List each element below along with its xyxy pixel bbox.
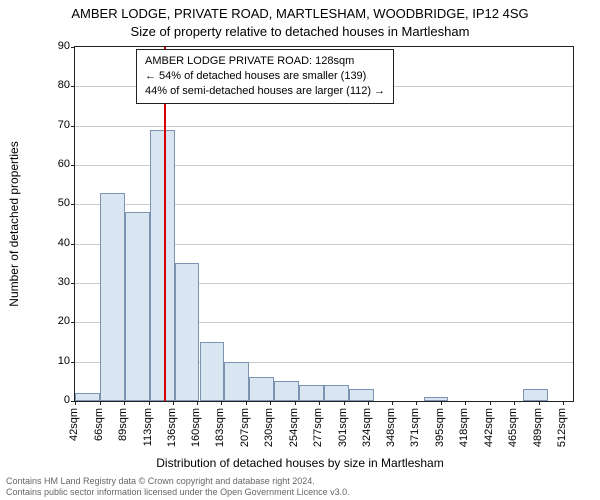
histogram-bar xyxy=(125,212,150,401)
x-tick-label: 489sqm xyxy=(532,408,544,447)
x-tick-mark xyxy=(319,401,320,405)
x-tick-mark xyxy=(563,401,564,405)
x-tick-mark xyxy=(416,401,417,405)
x-tick-label: 395sqm xyxy=(434,408,446,447)
x-tick-mark xyxy=(490,401,491,405)
x-tick-label: 301sqm xyxy=(337,408,349,447)
x-tick-mark xyxy=(539,401,540,405)
histogram-bar xyxy=(349,389,374,401)
x-tick-label: 465sqm xyxy=(507,408,519,447)
grid-line xyxy=(75,126,573,127)
x-tick-label: 277sqm xyxy=(312,408,324,447)
x-tick-label: 512sqm xyxy=(556,408,568,447)
y-tick-mark xyxy=(71,244,75,245)
y-tick-mark xyxy=(71,322,75,323)
histogram-bar xyxy=(150,130,175,401)
y-tick-label: 40 xyxy=(40,237,70,249)
legend-line: 44% of semi-detached houses are larger (… xyxy=(145,84,385,99)
x-tick-label: 348sqm xyxy=(385,408,397,447)
y-tick-label: 30 xyxy=(40,276,70,288)
legend-box: AMBER LODGE PRIVATE ROAD: 128sqm← 54% of… xyxy=(136,49,394,104)
x-tick-label: 324sqm xyxy=(361,408,373,447)
y-tick-mark xyxy=(71,362,75,363)
x-tick-label: 42sqm xyxy=(68,408,80,441)
x-tick-mark xyxy=(149,401,150,405)
y-tick-mark xyxy=(71,126,75,127)
y-tick-label: 0 xyxy=(40,394,70,406)
x-tick-label: 113sqm xyxy=(142,408,154,446)
x-tick-mark xyxy=(100,401,101,405)
x-tick-label: 160sqm xyxy=(190,408,202,447)
x-tick-label: 183sqm xyxy=(214,408,226,447)
x-tick-mark xyxy=(344,401,345,405)
y-tick-mark xyxy=(71,47,75,48)
x-tick-mark xyxy=(514,401,515,405)
y-tick-label: 50 xyxy=(40,197,70,209)
x-tick-mark xyxy=(392,401,393,405)
y-tick-mark xyxy=(71,204,75,205)
x-tick-mark xyxy=(197,401,198,405)
chart-title-main: AMBER LODGE, PRIVATE ROAD, MARTLESHAM, W… xyxy=(0,6,600,21)
histogram-bar xyxy=(100,193,125,401)
x-tick-label: 371sqm xyxy=(409,408,421,447)
x-tick-label: 418sqm xyxy=(458,408,470,447)
histogram-bar xyxy=(75,393,100,401)
x-tick-label: 89sqm xyxy=(117,408,129,441)
y-tick-mark xyxy=(71,86,75,87)
footer-line-1: Contains HM Land Registry data © Crown c… xyxy=(6,476,315,486)
histogram-bar xyxy=(324,385,349,401)
y-tick-label: 90 xyxy=(40,40,70,52)
x-tick-label: 66sqm xyxy=(93,408,105,441)
x-tick-mark xyxy=(441,401,442,405)
x-tick-label: 254sqm xyxy=(288,408,300,447)
x-tick-mark xyxy=(221,401,222,405)
x-axis-label: Distribution of detached houses by size … xyxy=(0,456,600,470)
y-tick-mark xyxy=(71,165,75,166)
x-tick-mark xyxy=(246,401,247,405)
legend-line: AMBER LODGE PRIVATE ROAD: 128sqm xyxy=(145,54,385,69)
histogram-bar xyxy=(175,263,200,401)
y-tick-label: 20 xyxy=(40,315,70,327)
histogram-bar xyxy=(200,342,225,401)
x-tick-mark xyxy=(295,401,296,405)
chart-container: AMBER LODGE, PRIVATE ROAD, MARTLESHAM, W… xyxy=(0,0,600,500)
x-tick-mark xyxy=(465,401,466,405)
histogram-bar xyxy=(249,377,274,401)
y-tick-label: 70 xyxy=(40,119,70,131)
histogram-bar xyxy=(224,362,249,401)
y-tick-label: 60 xyxy=(40,158,70,170)
footer-attribution: Contains HM Land Registry data © Crown c… xyxy=(6,476,350,499)
x-tick-mark xyxy=(75,401,76,405)
x-tick-mark xyxy=(124,401,125,405)
x-tick-label: 442sqm xyxy=(483,408,495,447)
x-tick-mark xyxy=(173,401,174,405)
x-tick-mark xyxy=(270,401,271,405)
y-tick-label: 10 xyxy=(40,355,70,367)
histogram-bar xyxy=(274,381,299,401)
x-tick-label: 136sqm xyxy=(166,408,178,447)
histogram-bar xyxy=(424,397,449,401)
y-axis-label: Number of detached properties xyxy=(7,141,21,306)
legend-line: ← 54% of detached houses are smaller (13… xyxy=(145,69,385,84)
histogram-bar xyxy=(523,389,548,401)
x-tick-mark xyxy=(368,401,369,405)
x-tick-label: 207sqm xyxy=(239,408,251,447)
footer-line-2: Contains public sector information licen… xyxy=(6,487,350,497)
histogram-bar xyxy=(299,385,324,401)
y-tick-label: 80 xyxy=(40,79,70,91)
x-tick-label: 230sqm xyxy=(263,408,275,447)
y-tick-mark xyxy=(71,283,75,284)
chart-title-sub: Size of property relative to detached ho… xyxy=(0,24,600,39)
